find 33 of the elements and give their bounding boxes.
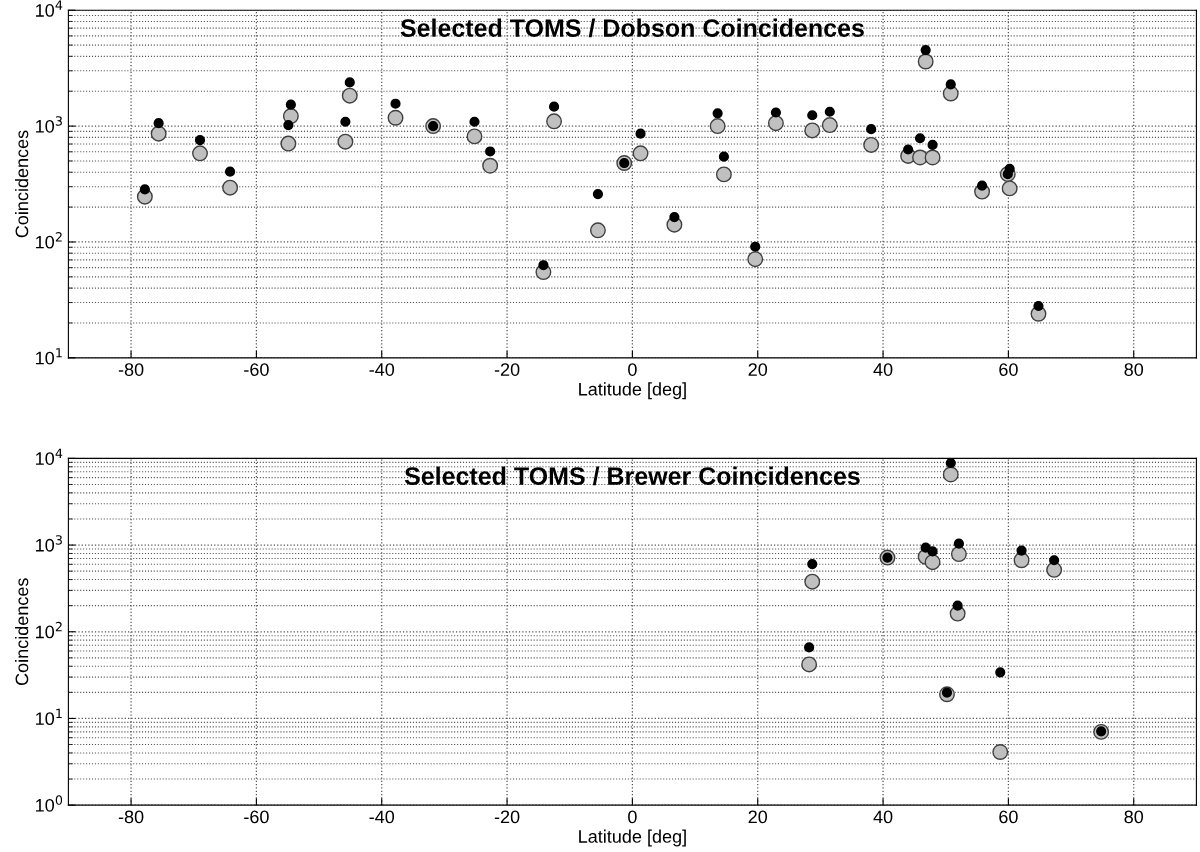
x-tick-label: -60 [244,363,269,376]
y-tick-label: 10$^{3}$ [36,535,62,552]
y-tick-label: 10$^{2}$ [36,232,62,249]
x-tick-label: -40 [369,810,395,824]
y-tick-label: 10$^{2}$ [36,621,62,639]
x-tick-label: 20 [748,363,768,376]
x-tick-label: 80 [1124,363,1144,376]
x-tick-label: 0 [628,363,637,376]
x-tick-label: 0 [628,810,637,824]
y-tick-label: 10$^{1}$ [36,348,62,365]
y-tick-label: 10$^{3}$ [36,116,62,133]
x-tick-label: 80 [1124,810,1144,824]
x-axis-title: Latitude [deg] [579,382,686,400]
x-tick-label: 20 [748,810,768,824]
chart-title: Selected TOMS / Brewer Coincidences [404,466,860,486]
x-tick-label: -20 [494,363,520,376]
x-tick-label: -80 [118,363,144,376]
chart-title: Selected TOMS / Dobson Coincidences [400,18,864,38]
x-tick-label: 40 [873,810,893,824]
x-tick-label: -60 [244,810,269,824]
x-tick-label: -40 [369,363,395,376]
x-tick-label: 60 [999,810,1018,824]
x-tick-label: 40 [873,363,893,376]
y-tick-label: 10$^{4}$ [36,448,63,465]
x-tick-label: -80 [118,810,144,824]
y-tick-label: 10$^{4}$ [36,0,63,17]
y-tick-label: 10$^{0}$ [36,795,63,812]
y-axis-title: Coincidences [15,578,29,686]
y-tick-label: 10$^{1}$ [36,708,62,726]
x-tick-label: 60 [999,363,1018,376]
x-axis-title: Latitude [deg] [579,829,686,847]
x-tick-label: -20 [494,810,520,824]
y-axis-title: Coincidences [15,130,29,238]
